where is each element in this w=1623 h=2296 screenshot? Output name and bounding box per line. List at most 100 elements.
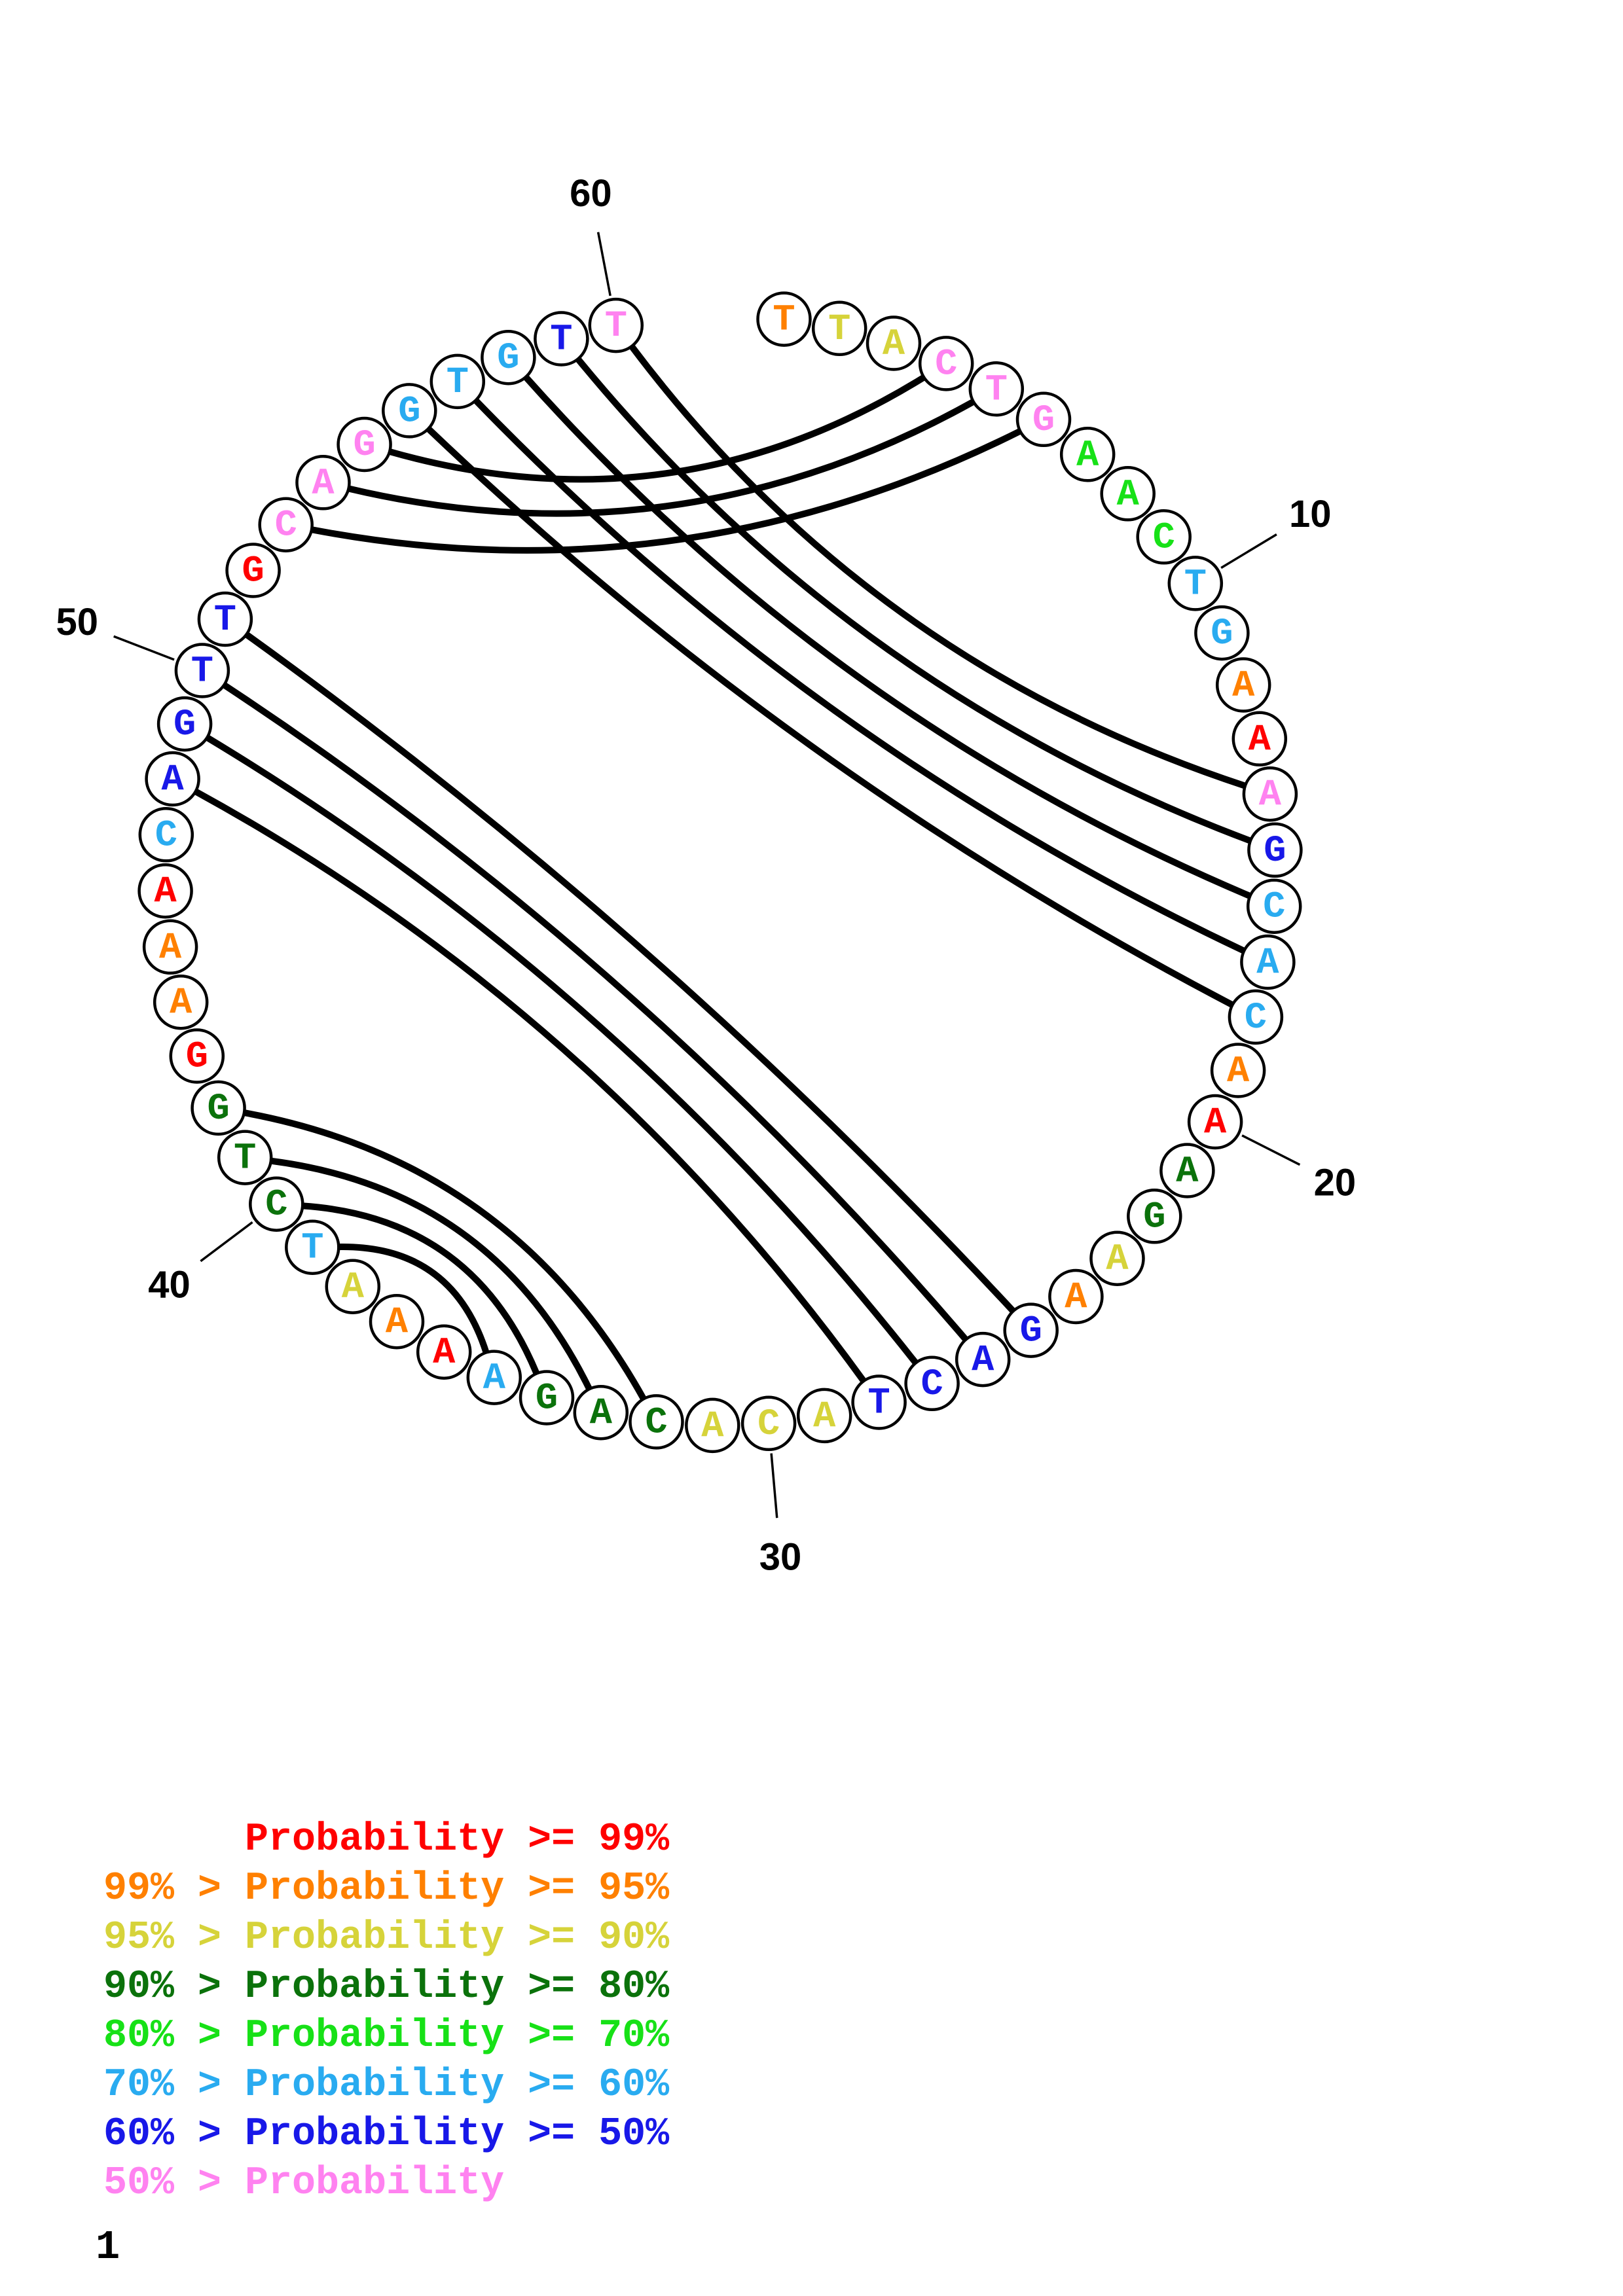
nucleotide-circle-3	[866, 315, 922, 371]
base-pair-arc-25-51	[243, 631, 1017, 1315]
nucleotide-circle-24	[1048, 1268, 1104, 1325]
nucleotide-circle-34	[519, 1370, 575, 1426]
nucleotide-letter-14: A	[1259, 774, 1282, 816]
base-pair-arcs	[192, 343, 1254, 1403]
nucleotide-circle-42	[191, 1080, 246, 1136]
probability-legend: Probability >= 99% 99% > Probability >= …	[103, 1816, 669, 2208]
nucleotide-letter-28: T	[867, 1383, 890, 1425]
nucleotide-circle-11	[1194, 605, 1250, 661]
nucleotide-circle-7	[1059, 427, 1116, 482]
base-pair-arc-18-56	[425, 425, 1236, 1009]
nucleotide-letter-17: A	[1256, 942, 1279, 984]
base-pair-arc-6-53	[308, 427, 1024, 554]
nucleotide-letter-31: A	[701, 1406, 724, 1448]
base-pair-arc-17-57	[472, 397, 1248, 954]
nucleotide-circle-2	[811, 300, 867, 357]
nucleotide-letter-39: T	[301, 1228, 323, 1270]
nucleotide-letter-53: C	[275, 505, 297, 547]
position-label-line-20	[1241, 1134, 1301, 1166]
nucleotide-letter-58: G	[497, 338, 519, 380]
nucleotide-circle-51	[197, 591, 253, 647]
nucleotide-letter-48: A	[161, 759, 184, 801]
nucleotide-letter-22: G	[1143, 1196, 1165, 1238]
nucleotide-circle-52	[225, 543, 281, 598]
position-label-20: 20	[1314, 1161, 1357, 1204]
nucleotide-letter-52: G	[242, 551, 264, 593]
nucleotide-letter-33: A	[590, 1393, 613, 1435]
nucleotide-circle-28	[851, 1374, 907, 1430]
position-label-line-40	[200, 1221, 253, 1263]
legend-row-60: 70% > Probability >= 60%	[103, 2063, 670, 2108]
nucleotide-circle-30	[740, 1395, 797, 1452]
nucleotide-circle-48	[145, 751, 200, 807]
nucleotide-circle-5	[968, 361, 1025, 417]
position-label-line-60	[596, 232, 611, 296]
base-pair-arc-14-60	[628, 343, 1249, 789]
nucleotide-circle-10	[1167, 556, 1224, 611]
nucleotide-letter-55: G	[353, 425, 375, 467]
nucleotide-circle-12	[1215, 657, 1271, 713]
nucleotide-circle-17	[1240, 934, 1296, 990]
position-label-line-30	[770, 1453, 778, 1518]
base-pair-arc-5-54	[345, 398, 977, 517]
nucleotide-letter-13: A	[1249, 719, 1271, 761]
base-pair-arc-28-48	[192, 788, 867, 1385]
nucleotide-circle-57	[429, 353, 486, 410]
nucleotide-circle-36	[416, 1324, 472, 1380]
nucleotide-letter-35: A	[483, 1358, 506, 1400]
legend-row-99: Probability >= 99%	[103, 1818, 670, 1862]
nucleotide-circle-6	[1015, 391, 1072, 448]
base-pair-arc-27-49	[204, 734, 919, 1367]
nucleotide-letter-49: G	[173, 704, 196, 746]
nucleotide-circle-22	[1127, 1189, 1182, 1244]
position-label-50: 50	[56, 601, 98, 643]
nucleotide-circle-46	[137, 863, 193, 919]
nucleotide-circle-56	[382, 383, 437, 439]
nucleotide-circle-44	[153, 974, 209, 1030]
nucleotide-circle-20	[1187, 1094, 1243, 1150]
nucleotide-circle-43	[169, 1028, 225, 1084]
base-pair-arc-34-40	[299, 1202, 540, 1377]
nucleotide-circle-41	[217, 1130, 273, 1185]
nucleotide-letter-32: C	[645, 1402, 667, 1444]
nucleotide-circle-60	[588, 297, 644, 353]
nucleotide-circle-16	[1246, 878, 1302, 934]
base-pair-arc-15-59	[574, 355, 1254, 844]
nucleotide-letter-36: A	[433, 1333, 456, 1374]
nucleotide-circle-53	[258, 497, 314, 552]
nucleotide-circle-35	[466, 1350, 522, 1405]
base-pair-arc-32-42	[240, 1109, 647, 1403]
page-number: 1	[96, 2224, 120, 2270]
nucleotide-letter-25: G	[1020, 1311, 1042, 1353]
legend-row-50: 60% > Probability >= 50%	[103, 2112, 670, 2157]
legend-row-80: 90% > Probability >= 80%	[103, 1965, 670, 2009]
nucleotide-circle-40	[249, 1176, 304, 1232]
nucleotide-letter-23: A	[1106, 1239, 1129, 1281]
nucleotide-circle-23	[1089, 1230, 1145, 1286]
nucleotide-letter-9: C	[1153, 517, 1175, 559]
nucleotide-circle-59	[534, 311, 589, 367]
position-label-line-50	[113, 635, 175, 661]
nucleotide-letter-8: A	[1117, 474, 1140, 516]
nucleotide-circle-4	[918, 336, 974, 391]
base-pair-arc-26-50	[221, 681, 970, 1343]
nucleotide-circle-19	[1210, 1043, 1266, 1098]
nucleotide-letter-40: C	[265, 1185, 287, 1227]
nucleotide-letter-12: A	[1232, 666, 1255, 708]
base-pair-arc-16-58	[522, 374, 1254, 900]
nucleotide-circle-26	[955, 1331, 1011, 1388]
nucleotide-letter-41: T	[234, 1138, 256, 1180]
nucleotide-circle-18	[1228, 989, 1284, 1045]
legend-row-70: 80% > Probability >= 70%	[103, 2014, 670, 2058]
nucleotide-circle-55	[337, 416, 392, 473]
nucleotide-circle-9	[1136, 509, 1192, 565]
nucleotide-letter-44: A	[170, 982, 192, 1024]
position-labels: 10 20 30 40 50 60	[56, 172, 1356, 1578]
nucleotide-circle-1	[756, 291, 812, 347]
nucleotide-circle-31	[685, 1397, 740, 1454]
nucleotide-letter-57: T	[447, 362, 469, 404]
nucleotide-circle-50	[174, 643, 230, 698]
legend-row-90: 95% > Probability >= 90%	[103, 1916, 670, 1960]
nucleotide-circle-13	[1231, 711, 1288, 767]
